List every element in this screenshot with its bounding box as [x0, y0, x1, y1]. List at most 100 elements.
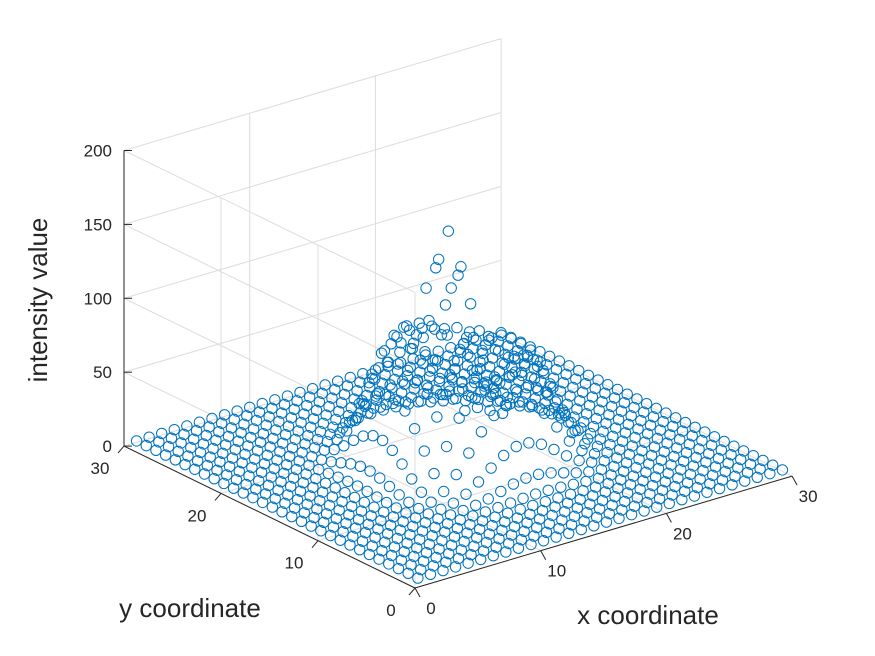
data-point [336, 495, 348, 508]
data-point [328, 443, 340, 456]
data-point [553, 355, 565, 367]
data-point [295, 416, 307, 429]
data-point [235, 427, 247, 439]
data-point [428, 323, 441, 335]
data-point [327, 521, 340, 533]
data-point [588, 448, 601, 460]
data-point [333, 504, 345, 516]
data-point [677, 455, 690, 467]
data-point [308, 511, 320, 524]
data-point [550, 363, 563, 376]
data-point [511, 344, 524, 357]
data-point [318, 516, 330, 529]
data-point [353, 543, 366, 556]
data-point [680, 447, 693, 459]
data-point [214, 456, 226, 468]
data-point [193, 416, 206, 428]
data-point [357, 430, 369, 442]
data-point [633, 453, 645, 465]
data-point [182, 450, 194, 462]
data-point [271, 454, 283, 466]
data-point [612, 482, 624, 494]
data-point [715, 444, 728, 456]
data-point [215, 417, 228, 429]
data-point [352, 513, 365, 526]
data-point [258, 458, 271, 470]
data-point [143, 431, 155, 443]
data-point [230, 474, 243, 486]
data-point [458, 368, 471, 380]
data-point [486, 352, 499, 364]
data-point [675, 463, 687, 476]
data-point [320, 409, 332, 421]
data-point [662, 467, 674, 480]
data-point [726, 479, 738, 491]
data-point [503, 537, 515, 550]
data-point [575, 523, 587, 536]
data-point [264, 441, 276, 453]
data-point [217, 447, 229, 460]
data-point [639, 436, 651, 448]
data-point [567, 381, 579, 394]
data-point [298, 507, 311, 519]
data-point [716, 474, 729, 486]
data-point [531, 360, 544, 373]
data-point [362, 518, 374, 531]
data-point [554, 407, 566, 419]
data-point [447, 497, 460, 509]
data-point [500, 399, 513, 412]
data-point [443, 385, 456, 397]
data-point [527, 499, 539, 512]
data-point [626, 440, 638, 452]
data-point [211, 464, 223, 476]
data-point [451, 321, 463, 334]
data-point [683, 438, 696, 450]
data-point [648, 441, 661, 453]
data-point [637, 475, 649, 487]
data-point [187, 433, 200, 445]
data-point [666, 489, 678, 501]
data-point [616, 435, 629, 447]
data-point [385, 549, 398, 562]
data-point [315, 525, 327, 537]
data-point [411, 542, 423, 554]
data-point [223, 460, 236, 473]
data-point [635, 414, 647, 427]
data-point [338, 388, 351, 401]
data-point [505, 529, 518, 541]
data-point [560, 450, 573, 462]
data-point [520, 382, 533, 394]
data-point [588, 520, 600, 532]
data-point [444, 509, 457, 521]
data-point [567, 478, 580, 491]
data-point [269, 394, 281, 406]
data-point [439, 299, 452, 311]
data-point [303, 459, 315, 472]
data-point [394, 346, 406, 358]
data-point [610, 422, 622, 434]
y-axis-label: y coordinate [119, 593, 261, 623]
data-point [257, 428, 270, 440]
data-point [467, 510, 479, 522]
data-point [628, 500, 641, 512]
data-point [304, 490, 316, 502]
data-point [289, 433, 302, 446]
data-point [471, 532, 483, 544]
data-point [203, 421, 215, 433]
data-point [392, 562, 405, 575]
data-point [373, 553, 385, 565]
data-point [282, 420, 295, 432]
data-point [303, 391, 316, 403]
data-point [346, 500, 358, 513]
data-point [732, 462, 744, 474]
data-point [247, 491, 259, 504]
data-point [233, 465, 246, 477]
data-point [520, 472, 532, 484]
data-point [379, 369, 391, 381]
data-point [343, 509, 355, 521]
data-point [508, 520, 521, 533]
data-point [544, 378, 556, 390]
data-point [709, 461, 722, 473]
data-point [611, 383, 624, 396]
data-point [595, 463, 608, 476]
